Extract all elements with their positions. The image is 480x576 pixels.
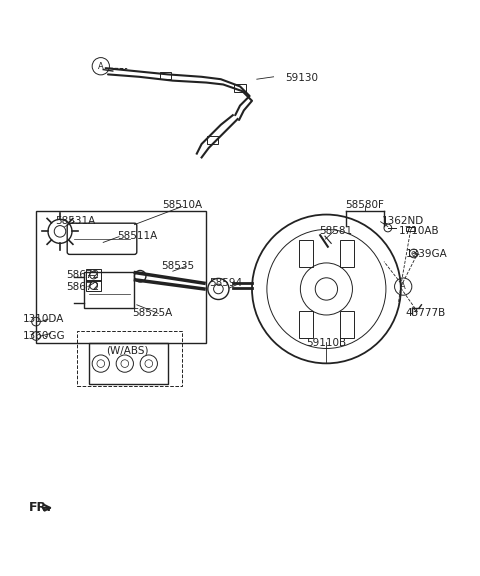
Text: 58581: 58581: [319, 226, 352, 236]
Text: A: A: [98, 62, 104, 71]
Text: 58510A: 58510A: [162, 200, 203, 210]
Bar: [77, 331, 182, 386]
Text: (W/ABS): (W/ABS): [106, 346, 148, 355]
Text: 58580F: 58580F: [346, 200, 384, 210]
Text: 1360GG: 1360GG: [23, 331, 66, 341]
Bar: [84, 272, 134, 308]
Text: 58672: 58672: [66, 282, 99, 291]
Text: 58535: 58535: [161, 262, 194, 271]
Text: 58525A: 58525A: [132, 308, 172, 319]
Text: 1710AB: 1710AB: [398, 226, 439, 236]
Text: 58511A: 58511A: [118, 231, 158, 241]
Bar: [36, 211, 206, 343]
Text: 43777B: 43777B: [406, 308, 446, 318]
Text: 1339GA: 1339GA: [406, 249, 447, 259]
Text: 58672: 58672: [66, 270, 99, 280]
Text: 59130: 59130: [286, 73, 319, 83]
Bar: [86, 280, 101, 291]
Bar: [86, 270, 101, 281]
Text: A: A: [400, 282, 406, 291]
Text: 1362ND: 1362ND: [382, 216, 424, 226]
Text: 58594: 58594: [209, 278, 242, 288]
Text: 59110B: 59110B: [306, 338, 347, 348]
Text: 1310DA: 1310DA: [23, 314, 64, 324]
Bar: [89, 343, 168, 384]
Text: FR.: FR.: [29, 501, 52, 514]
Text: 58531A: 58531A: [55, 216, 96, 226]
